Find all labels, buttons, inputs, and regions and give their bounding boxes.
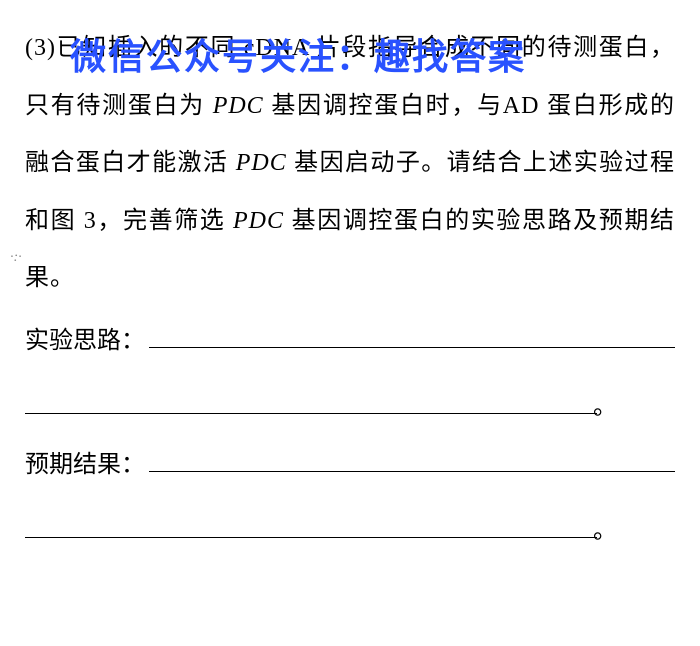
expected-result-line: 预期结果：	[25, 444, 675, 479]
question-number: (3)	[25, 35, 56, 61]
experiment-idea-input-2[interactable]: 。	[25, 390, 597, 414]
pdc-term-2: PDC	[236, 150, 287, 176]
experiment-idea-input-1[interactable]	[149, 324, 675, 348]
expected-result-label: 预期结果：	[25, 444, 145, 479]
expected-result-input-2[interactable]: 。	[25, 514, 597, 538]
period-1: 。	[593, 386, 617, 421]
watermark-text: 微信公众号关注：趣找答案	[70, 28, 526, 80]
pdc-term-3: PDC	[233, 208, 284, 234]
pdc-term-1: PDC	[213, 93, 264, 119]
expected-result-input-1[interactable]	[149, 448, 675, 472]
period-2: 。	[593, 510, 617, 545]
decorative-mark: ·:·	[10, 250, 22, 266]
experiment-idea-label: 实验思路：	[25, 320, 145, 355]
experiment-idea-line: 实验思路：	[25, 320, 675, 355]
